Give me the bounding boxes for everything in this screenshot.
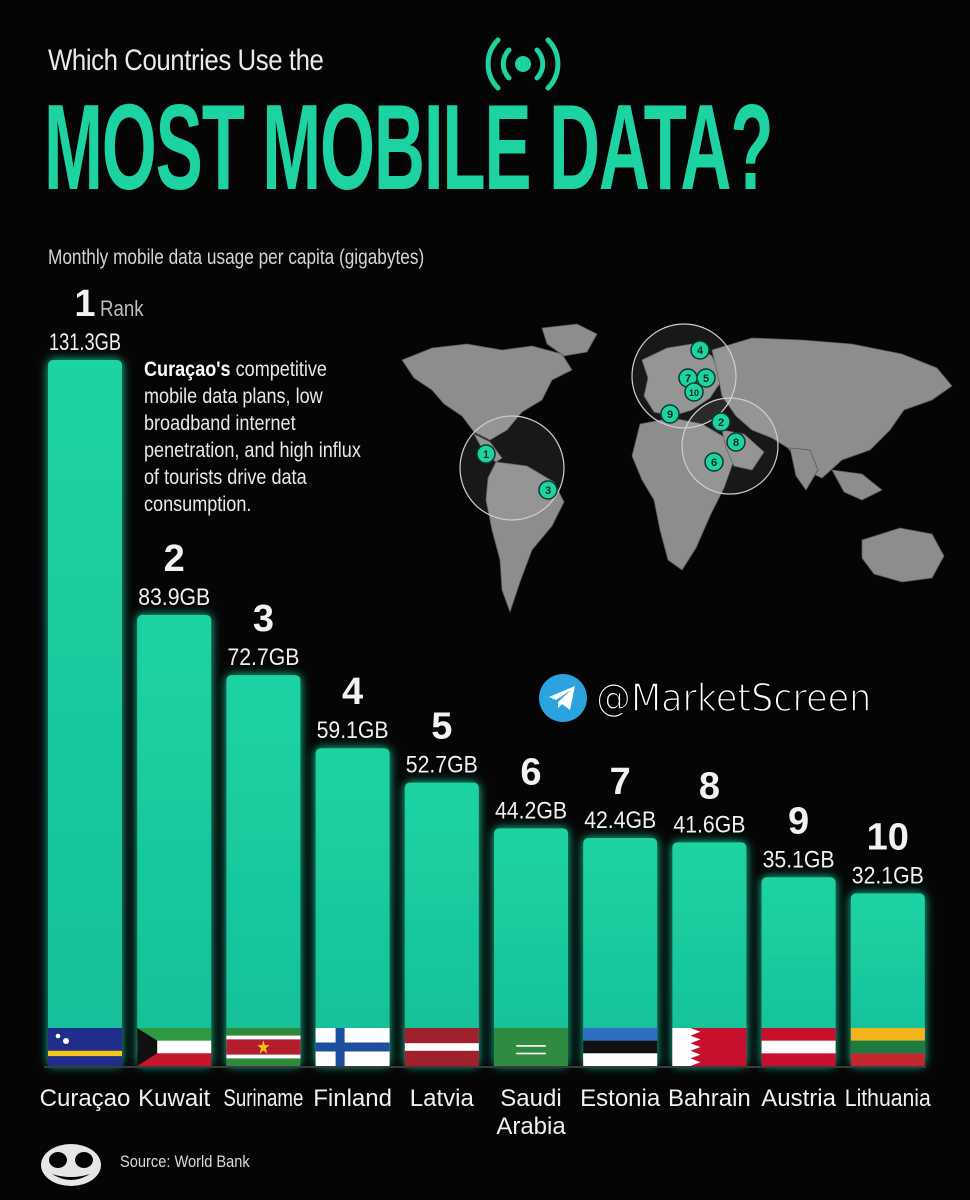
category-label-lithuania: Lithuania <box>845 1085 932 1112</box>
annotation-highlight: Curaçao's <box>144 358 231 381</box>
telegram-icon <box>539 674 587 722</box>
world-map: 1 2 3 4 5 6 7 8 9 10 <box>401 323 953 614</box>
svg-text:2: 2 <box>718 417 724 429</box>
publisher-logo-icon <box>41 1144 101 1186</box>
map-marker-4: 4 <box>690 340 710 360</box>
rank-label-bahrain: 8 <box>699 765 720 807</box>
rank-label-suriname: 3 <box>253 598 274 640</box>
rank-label-finland: 4 <box>342 671 363 713</box>
value-label-bahrain: 41.6GB <box>673 811 745 838</box>
rank-label-lithuania: 10 <box>867 816 909 858</box>
flag-latvia-icon <box>404 1028 479 1066</box>
svg-text:8: 8 <box>733 437 739 449</box>
flag-bahrain-icon <box>672 1028 747 1066</box>
value-label-lithuania: 32.1GB <box>852 862 924 889</box>
flag-estonia-icon <box>583 1028 658 1066</box>
value-label-estonia: 42.4GB <box>584 807 656 834</box>
map-marker-6: 6 <box>704 452 724 472</box>
australia-shape <box>861 527 945 583</box>
bar-finland <box>315 748 390 1066</box>
map-marker-10: 10 <box>684 382 704 402</box>
flag-kuwait-icon <box>137 1028 212 1066</box>
flag-saudi-arabia-icon <box>494 1028 568 1066</box>
category-label-saudi-arabia: Saudi <box>500 1085 561 1112</box>
value-label-kuwait: 83.9GB <box>138 584 210 611</box>
svg-text:7: 7 <box>685 373 691 385</box>
svg-text:4: 4 <box>697 345 704 357</box>
broadcast-signal-icon <box>485 37 561 91</box>
value-label-curacao: 131.3GB <box>49 329 121 356</box>
category-label-estonia: Estonia <box>580 1085 661 1112</box>
southeast-asia-shape <box>831 469 883 501</box>
value-label-saudi-arabia: 44.2GB <box>495 797 567 824</box>
svg-text:9: 9 <box>667 409 673 421</box>
bar-saudi-arabia <box>494 828 568 1066</box>
category-label-saudi-arabia: Arabia <box>496 1113 566 1140</box>
bar-austria <box>761 877 836 1066</box>
category-label-austria: Austria <box>761 1085 836 1112</box>
americas-highlight-circle <box>459 415 565 521</box>
svg-text:10: 10 <box>689 388 699 398</box>
bar-kuwait <box>137 614 212 1066</box>
category-label-suriname: Suriname <box>223 1085 303 1112</box>
category-label-kuwait: Kuwait <box>138 1085 210 1112</box>
rank-label-saudi-arabia: 6 <box>520 751 541 793</box>
svg-text:1: 1 <box>483 449 489 461</box>
category-label-bahrain: Bahrain <box>668 1085 751 1112</box>
bar-bahrain <box>672 842 747 1066</box>
value-label-latvia: 52.7GB <box>406 752 478 779</box>
rank-label-latvia: 5 <box>431 706 452 748</box>
pre-title: Which Countries Use the <box>48 44 324 77</box>
bar-suriname <box>226 675 301 1066</box>
bar-lithuania <box>850 893 925 1066</box>
annotation-text: competitive mobile data plans, low broad… <box>144 358 361 516</box>
bar-estonia <box>583 838 658 1066</box>
bar-curacao <box>48 360 122 1066</box>
value-label-finland: 59.1GB <box>317 717 389 744</box>
rank-label-curacao: 1 <box>74 283 95 325</box>
map-marker-8: 8 <box>726 432 746 452</box>
watermark-handle: @MarketScreen <box>595 675 872 721</box>
svg-text:5: 5 <box>703 373 709 385</box>
rank-label-kuwait: 2 <box>164 538 185 580</box>
asia-shape <box>711 337 953 479</box>
source-note: Source: World Bank <box>120 1152 250 1171</box>
category-label-curacao: Curaçao <box>40 1085 131 1112</box>
value-label-austria: 35.1GB <box>763 846 835 873</box>
value-label-suriname: 72.7GB <box>227 644 299 671</box>
greenland-shape <box>541 323 598 357</box>
map-marker-9: 9 <box>660 404 680 424</box>
rank-caption: Rank <box>100 296 144 321</box>
flag-austria-icon <box>761 1028 836 1066</box>
chart-subtitle: Monthly mobile data usage per capita (gi… <box>48 246 425 269</box>
bar-latvia <box>404 782 479 1066</box>
flag-curacao-icon <box>48 1028 122 1066</box>
north-america-shape <box>401 343 573 441</box>
main-title: MOST MOBILE DATA? <box>44 79 774 215</box>
category-label-latvia: Latvia <box>410 1085 475 1112</box>
flag-finland-icon <box>315 1028 390 1066</box>
rank-label-estonia: 7 <box>610 761 631 803</box>
flag-lithuania-icon <box>850 1028 925 1066</box>
x-axis-baseline <box>44 1066 926 1068</box>
svg-text:3: 3 <box>545 485 551 497</box>
map-marker-2: 2 <box>711 412 731 432</box>
rank-label-austria: 9 <box>788 800 809 842</box>
watermark: @MarketScreen <box>538 672 895 724</box>
svg-text:6: 6 <box>711 457 717 469</box>
map-marker-3: 3 <box>538 480 558 500</box>
category-label-finland: Finland <box>313 1085 392 1112</box>
chart-annotation: Curaçao's competitive mobile data plans,… <box>144 356 376 518</box>
flag-suriname-icon <box>226 1028 301 1066</box>
india-shape <box>789 447 819 491</box>
map-marker-1: 1 <box>476 444 496 464</box>
